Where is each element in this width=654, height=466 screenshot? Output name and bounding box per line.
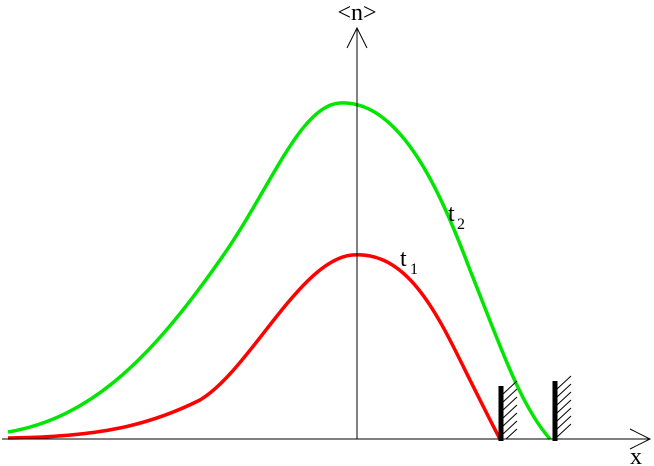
wall-barrier-1 (498, 380, 518, 441)
svg-text:t: t (448, 201, 455, 227)
curve-t2 (7, 101, 552, 441)
y-axis-label: <n> (337, 0, 376, 26)
curve-t1 (7, 253, 502, 440)
svg-text:2: 2 (457, 216, 465, 233)
svg-text:t: t (400, 246, 407, 272)
svg-text:1: 1 (410, 261, 418, 278)
x-axis-arrowhead (629, 428, 652, 450)
curve-t2-label: t 2 (448, 201, 465, 233)
wall-barrier-2 (552, 375, 572, 441)
x-axis-label: x (630, 444, 642, 466)
y-axis-arrowhead (346, 26, 368, 49)
curve-t1-label: t 1 (400, 246, 418, 278)
